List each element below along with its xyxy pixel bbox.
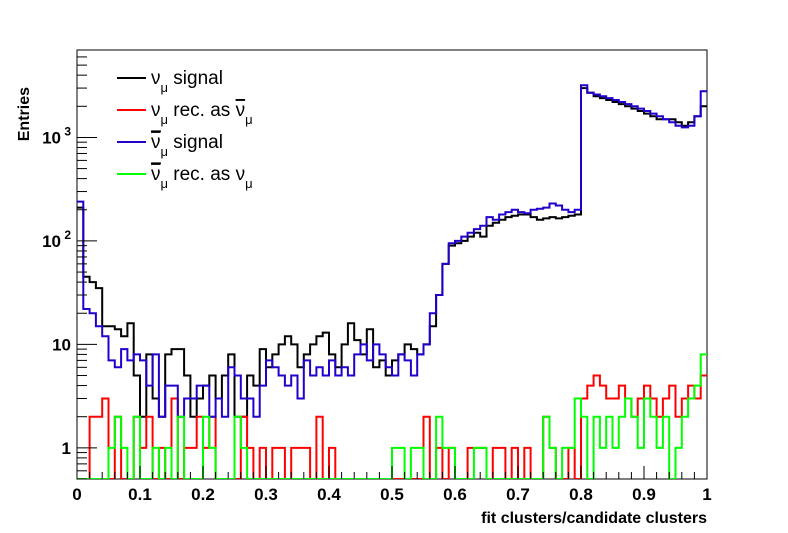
legend-label-0: νμ signal xyxy=(151,68,223,95)
x-tick-label: 0 xyxy=(72,485,81,504)
series-layer xyxy=(77,84,707,479)
x-tick-label: 0.9 xyxy=(632,485,656,504)
series-line-3 xyxy=(77,353,707,479)
y-tick-exponent: 3 xyxy=(64,124,71,138)
x-tick-label: 0.8 xyxy=(569,485,593,504)
legend-label-3: νμ rec. as νμ xyxy=(151,164,253,191)
legend-label-1: νμ rec. as νμ xyxy=(151,100,253,127)
y-axis-title: Entries xyxy=(16,87,33,141)
x-axis-title: fit clusters/candidate clusters xyxy=(481,510,707,527)
x-tick-label: 0.6 xyxy=(443,485,467,504)
y-tick-label: 10 xyxy=(52,335,71,354)
x-tick-label: 0.3 xyxy=(254,485,278,504)
y-tick-label: 10 xyxy=(42,128,61,147)
x-tick-label: 0.1 xyxy=(128,485,152,504)
x-tick-label: 0.2 xyxy=(191,485,215,504)
legend: νμ signal νμ rec. as νμ νμ signal νμ rec. a… xyxy=(117,68,253,191)
x-tick-label: 0.5 xyxy=(380,485,404,504)
y-tick-label: 10 xyxy=(42,232,61,251)
x-tick-label: 1 xyxy=(702,485,711,504)
legend-label-2: νμ signal xyxy=(151,132,223,159)
y-tick-label: 1 xyxy=(62,439,71,458)
x-tick-label: 0.4 xyxy=(317,485,341,504)
x-tick-label: 0.7 xyxy=(506,485,530,504)
y-tick-exponent: 2 xyxy=(64,228,71,242)
series-line-2 xyxy=(77,84,707,418)
